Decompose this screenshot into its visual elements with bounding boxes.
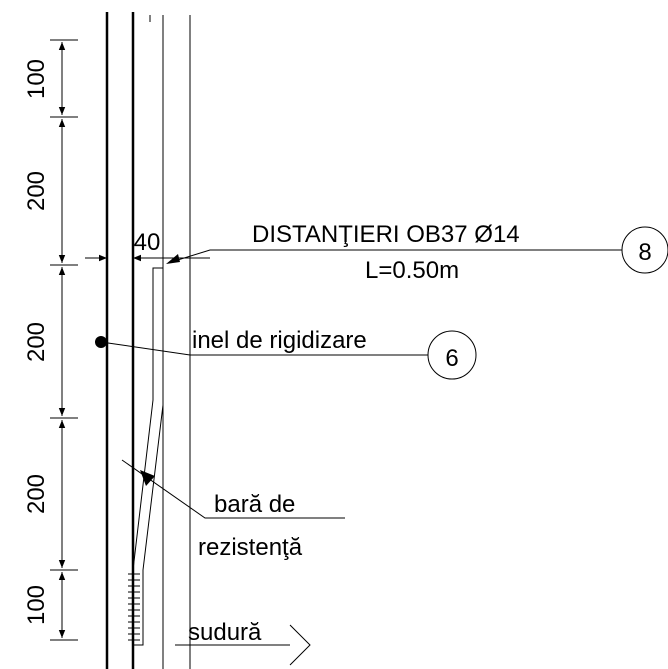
dimension-label: 100 bbox=[23, 585, 50, 625]
vertical-dimension: 100 200 200 200 100 bbox=[23, 39, 78, 641]
callout-number: 6 bbox=[445, 345, 458, 372]
label: inel de rigidizare bbox=[192, 327, 367, 354]
callout-bar: bară de rezistenţă bbox=[121, 459, 345, 561]
dimension-label: 40 bbox=[134, 229, 161, 256]
dimension-label: 100 bbox=[23, 59, 50, 99]
dimension-label: 200 bbox=[23, 474, 50, 514]
label: DISTANŢIERI OB37 Ø14 bbox=[252, 221, 520, 248]
horizontal-dimension: 40 bbox=[85, 229, 210, 262]
label: L=0.50m bbox=[365, 257, 459, 284]
callout-number: 8 bbox=[638, 239, 651, 266]
callout-spacer: DISTANŢIERI OB37 Ø14 L=0.50m 8 bbox=[166, 221, 668, 284]
label: sudură bbox=[188, 619, 262, 646]
spacer-bar bbox=[128, 267, 164, 646]
label: rezistenţă bbox=[198, 534, 303, 561]
callout-weld: sudură bbox=[175, 619, 311, 666]
callout-ring: inel de rigidizare 6 bbox=[95, 327, 477, 380]
label: bară de bbox=[214, 491, 295, 518]
dimension-label: 200 bbox=[23, 171, 50, 211]
column-lines bbox=[105, 12, 191, 669]
dimension-label: 200 bbox=[23, 322, 50, 362]
